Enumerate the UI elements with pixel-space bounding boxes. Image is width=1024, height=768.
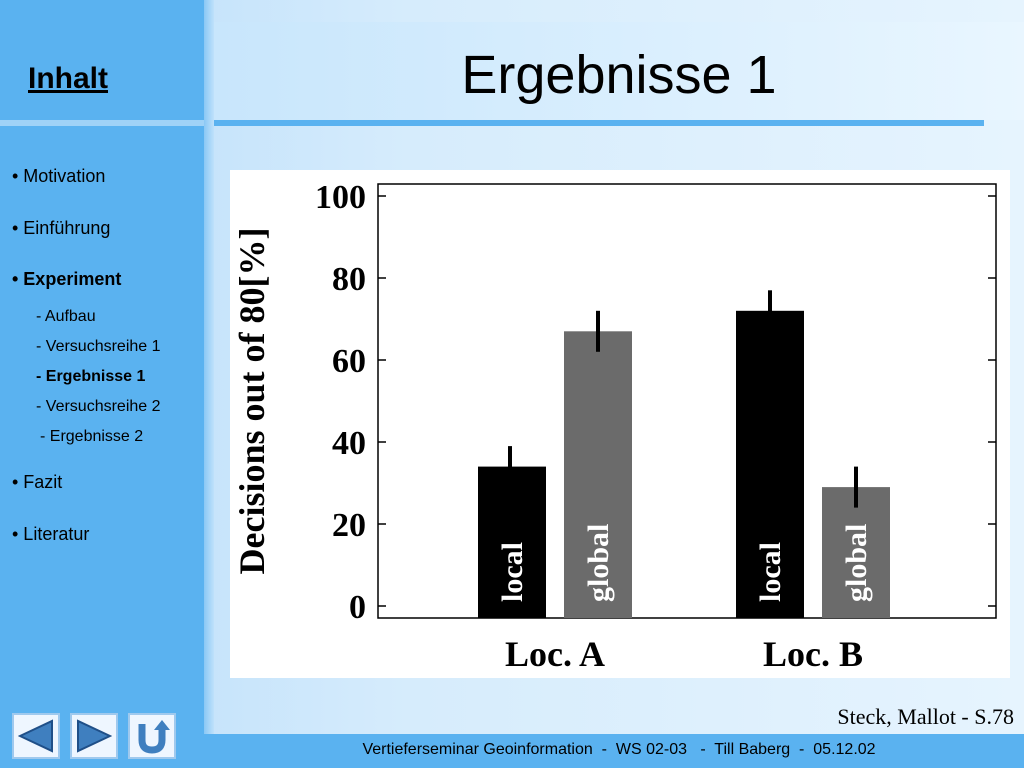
- bar-label-global: global: [582, 524, 615, 602]
- footer-text: Vertieferseminar Geoinformation - WS 02-…: [362, 741, 876, 758]
- sidebar-edge: [204, 0, 214, 768]
- plot-frame: [377, 183, 997, 619]
- header-band: [214, 22, 1024, 120]
- y-axis-label: Decisions out of 80[%]: [232, 228, 272, 575]
- next-slide-button[interactable]: [70, 713, 118, 759]
- y-tick-label: 0: [349, 589, 366, 626]
- sidebar-item-fazit[interactable]: • Fazit: [12, 472, 63, 492]
- arrow-left-icon: [18, 719, 53, 753]
- sidebar: [0, 0, 204, 768]
- return-button[interactable]: [128, 713, 176, 759]
- category-label: Loc. B: [763, 634, 863, 674]
- sidebar-subitem-ergebnisse-1[interactable]: - Ergebnisse 1: [36, 368, 146, 385]
- sidebar-divider: [0, 120, 204, 126]
- source-note: Steck, Mallot - S.78: [837, 704, 1014, 729]
- sidebar-item-motivation[interactable]: • Motivation: [12, 166, 106, 186]
- y-tick-label: 20: [332, 507, 366, 544]
- y-tick-label: 40: [332, 425, 366, 462]
- chart-panel: 0 20 40 60 80 100 Decisions out of 80[%] local g…: [230, 170, 1010, 678]
- sidebar-item-literatur[interactable]: • Literatur: [12, 524, 90, 544]
- arrow-right-icon: [77, 719, 112, 753]
- bar-label-local: local: [496, 542, 529, 602]
- y-tick-label: 60: [332, 343, 366, 380]
- sidebar-item-experiment[interactable]: • Experiment: [12, 269, 122, 289]
- prev-slide-button[interactable]: [12, 713, 60, 759]
- y-tick-label: 80: [332, 261, 366, 298]
- page-title: Ergebnisse 1: [461, 45, 777, 105]
- bar-chart: 0 20 40 60 80 100 Decisions out of 80[%] local g…: [232, 179, 997, 674]
- sidebar-subitem-versuchsreihe-2[interactable]: - Versuchsreihe 2: [36, 398, 161, 415]
- sidebar-subitem-aufbau[interactable]: - Aufbau: [36, 308, 96, 325]
- chart-layer: 0 20 40 60 80 100 Decisions out of 80[%] local g…: [232, 179, 997, 674]
- header-strip: [214, 120, 984, 126]
- sidebar-title[interactable]: Inhalt: [28, 62, 108, 95]
- bar-global: [822, 487, 890, 618]
- y-tick-label: 100: [315, 179, 366, 216]
- bar-global: [564, 331, 632, 618]
- category-label: Loc. A: [505, 634, 605, 674]
- bar-local: [736, 310, 804, 618]
- sidebar-subitem-ergebnisse-2[interactable]: - Ergebnisse 2: [40, 428, 144, 445]
- bar-label-local: local: [754, 542, 787, 602]
- u-turn-icon: [138, 720, 170, 754]
- bar-label-global: global: [840, 524, 873, 602]
- bar-local: [478, 466, 546, 618]
- sidebar-item-einfuehrung[interactable]: • Einführung: [12, 218, 111, 238]
- sidebar-subitem-versuchsreihe-1[interactable]: - Versuchsreihe 1: [36, 338, 161, 355]
